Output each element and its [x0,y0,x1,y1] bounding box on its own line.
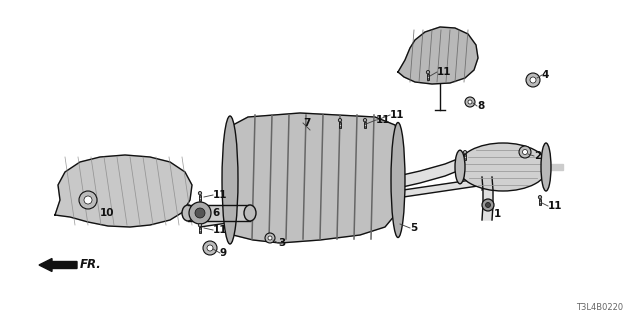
Ellipse shape [458,143,548,191]
Polygon shape [398,151,485,188]
Circle shape [189,202,211,224]
Polygon shape [482,177,493,220]
Polygon shape [539,199,541,205]
Text: 10: 10 [100,208,115,218]
Text: 2: 2 [534,151,541,161]
Circle shape [268,236,272,240]
Polygon shape [200,175,505,227]
Circle shape [530,77,536,83]
Text: 4: 4 [542,70,549,80]
Ellipse shape [455,150,465,184]
Circle shape [195,208,205,218]
Text: 8: 8 [477,101,484,111]
Circle shape [203,241,217,255]
Text: 11: 11 [437,67,451,77]
Text: 11: 11 [213,225,227,235]
Polygon shape [545,164,563,170]
Text: 11: 11 [376,115,390,125]
Text: FR.: FR. [80,259,102,271]
Circle shape [482,199,494,211]
Text: 1: 1 [494,209,501,219]
Text: 11: 11 [390,110,404,120]
Circle shape [486,203,490,207]
Text: 6: 6 [212,208,220,218]
Circle shape [198,223,202,227]
Circle shape [207,245,213,251]
Polygon shape [398,27,478,84]
Circle shape [426,70,429,74]
Circle shape [519,146,531,158]
Circle shape [339,118,342,122]
Ellipse shape [391,123,405,237]
Ellipse shape [541,143,551,191]
Circle shape [538,196,541,199]
Polygon shape [482,157,495,190]
Circle shape [526,73,540,87]
FancyArrow shape [39,259,77,271]
Text: 7: 7 [303,118,310,128]
Polygon shape [198,195,202,201]
Circle shape [465,97,475,107]
Polygon shape [55,155,192,227]
Polygon shape [188,205,250,221]
Polygon shape [364,122,366,128]
Text: 5: 5 [410,223,417,233]
Polygon shape [463,154,467,160]
Text: 11: 11 [548,201,563,211]
Ellipse shape [244,205,256,221]
Circle shape [468,100,472,104]
Ellipse shape [222,116,238,244]
Circle shape [364,118,367,122]
Circle shape [84,196,92,204]
Polygon shape [228,113,400,243]
Polygon shape [339,122,341,128]
Text: 11: 11 [213,190,227,200]
Polygon shape [427,74,429,80]
Ellipse shape [182,205,194,221]
Circle shape [522,149,527,155]
Circle shape [79,191,97,209]
Polygon shape [198,227,202,233]
Text: 9: 9 [220,248,227,258]
Text: 3: 3 [278,238,285,248]
Circle shape [198,191,202,195]
Circle shape [463,150,467,154]
Text: T3L4B0220: T3L4B0220 [577,303,623,312]
Circle shape [265,233,275,243]
